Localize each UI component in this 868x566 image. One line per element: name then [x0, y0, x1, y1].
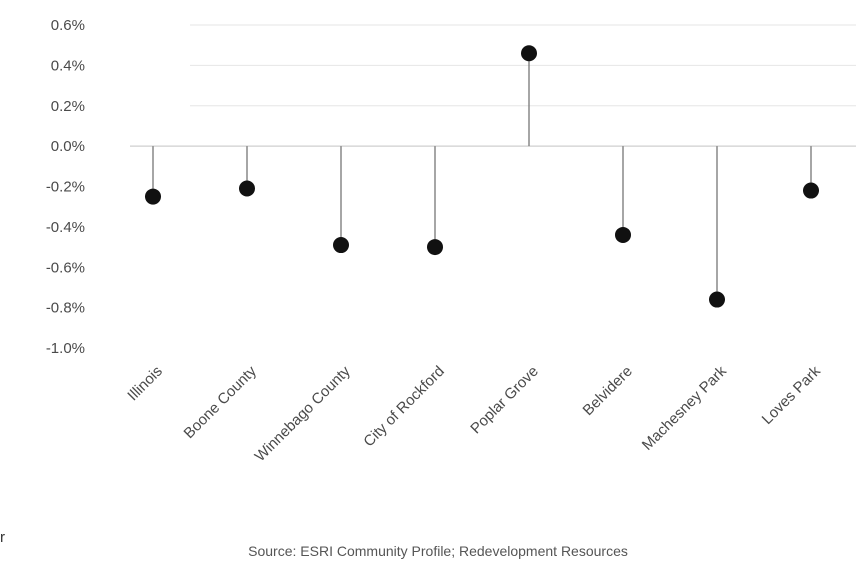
y-tick-label: -1.0%	[46, 340, 85, 357]
stray-letter: r	[0, 529, 5, 546]
category-label: Machesney Park	[639, 362, 730, 453]
data-point	[803, 183, 819, 199]
category-label: Boone County	[181, 362, 261, 442]
category-label: Poplar Grove	[467, 363, 542, 438]
y-tick-label: 0.4%	[51, 57, 85, 74]
data-point	[427, 239, 443, 255]
data-point	[145, 189, 161, 205]
y-tick-label: 0.6%	[51, 17, 85, 34]
category-label: Loves Park	[759, 362, 824, 427]
category-label: Belvidere	[580, 363, 636, 419]
y-tick-label: 0.2%	[51, 98, 85, 115]
y-tick-label: -0.8%	[46, 300, 85, 317]
data-point	[709, 292, 725, 308]
stems	[153, 53, 811, 299]
data-point	[521, 45, 537, 61]
data-point	[239, 181, 255, 197]
grid-layer	[130, 25, 856, 146]
data-points	[145, 45, 819, 307]
y-axis-tick-labels: 0.6% 0.4% 0.2% 0.0% -0.2% -0.4% -0.6% -0.8% -1.0…	[46, 17, 85, 357]
data-point	[615, 227, 631, 243]
y-tick-label: -0.4%	[46, 219, 85, 236]
y-tick-label: 0.0%	[51, 138, 85, 155]
y-tick-label: -0.6%	[46, 259, 85, 276]
source-note: Source: ESRI Community Profile; Redevelo…	[248, 543, 628, 559]
y-tick-label: -0.2%	[46, 179, 85, 196]
category-label: City of Rockford	[360, 363, 447, 450]
category-label: Illinois	[124, 363, 165, 404]
category-label: Winnebago County	[252, 362, 355, 465]
data-point	[333, 237, 349, 253]
